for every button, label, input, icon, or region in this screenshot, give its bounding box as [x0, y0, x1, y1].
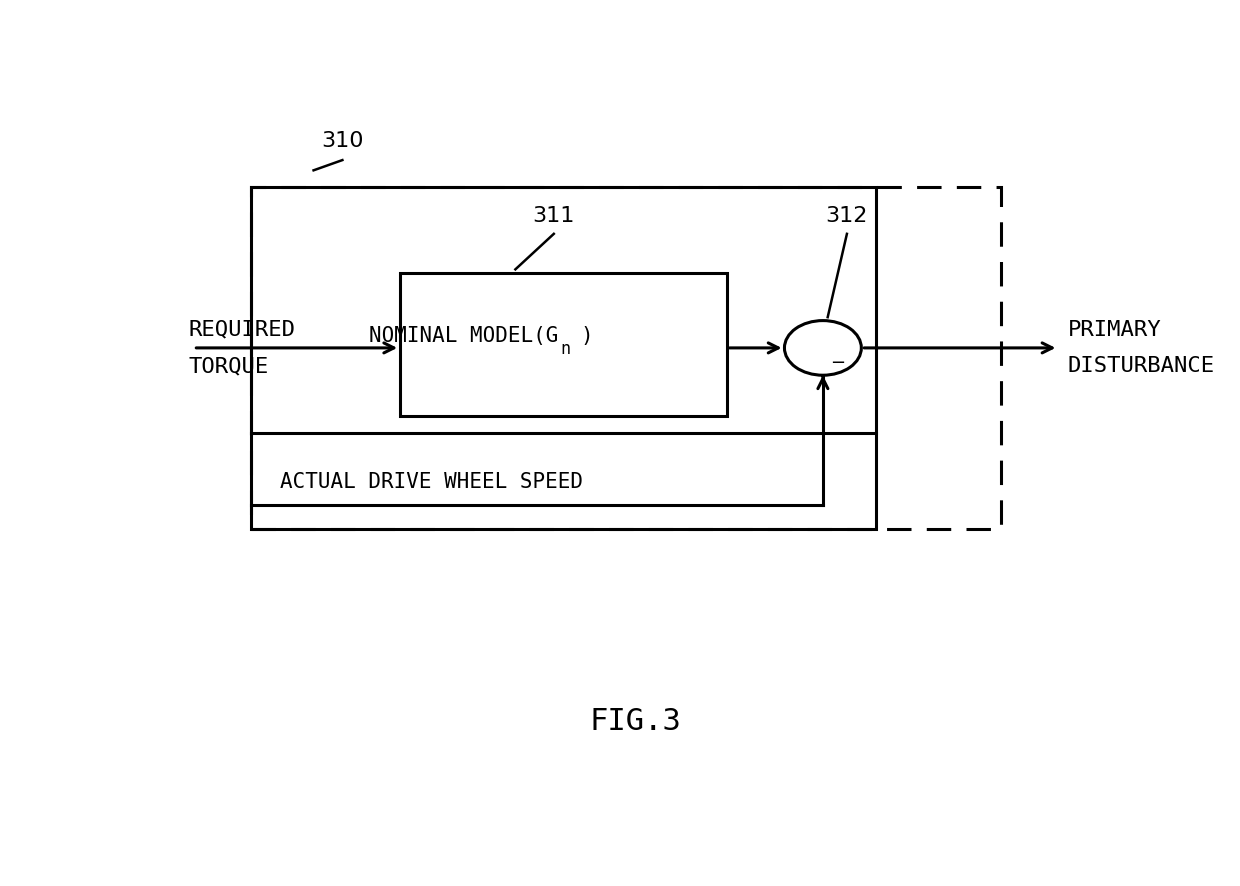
Bar: [250, 188, 875, 529]
Bar: [401, 274, 727, 416]
Text: TORQUE: TORQUE: [188, 355, 269, 376]
Bar: [250, 188, 1001, 529]
Text: FIG.3: FIG.3: [589, 706, 682, 734]
Text: 311: 311: [533, 206, 575, 226]
Text: ): ): [580, 326, 594, 346]
Text: n: n: [560, 339, 570, 357]
Text: REQUIRED: REQUIRED: [188, 320, 295, 339]
Text: 312: 312: [826, 206, 868, 226]
Text: −: −: [830, 354, 846, 372]
Circle shape: [785, 322, 862, 376]
Text: DISTURBANCE: DISTURBANCE: [1068, 355, 1215, 376]
Text: PRIMARY: PRIMARY: [1068, 320, 1162, 339]
Text: 310: 310: [321, 131, 363, 151]
Text: NOMINAL MODEL(G: NOMINAL MODEL(G: [370, 326, 559, 346]
Text: ACTUAL DRIVE WHEEL SPEED: ACTUAL DRIVE WHEEL SPEED: [280, 471, 583, 492]
